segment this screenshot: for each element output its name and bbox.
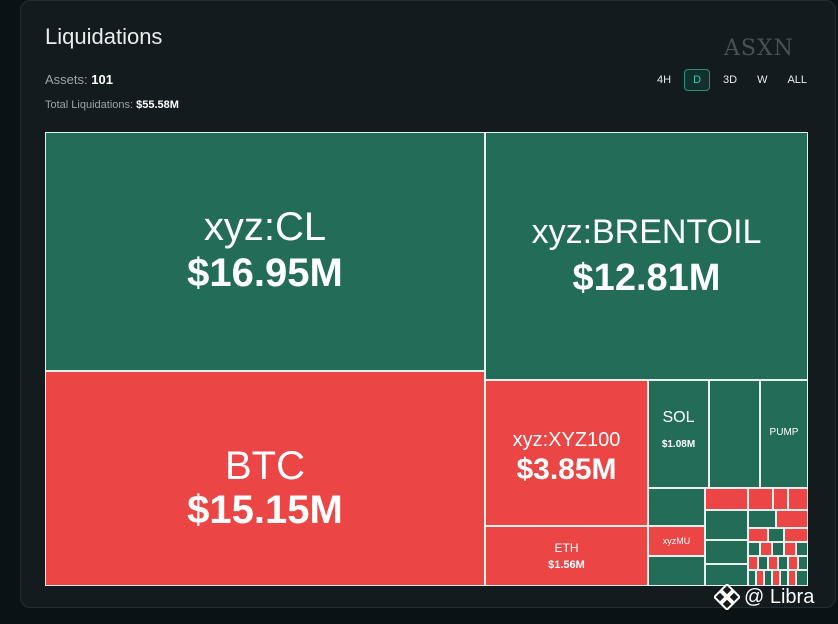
cell-asset-label: xyzMU (662, 536, 691, 546)
libra-brand: @ Libra (744, 585, 815, 608)
treemap-cell-small[interactable] (784, 542, 796, 556)
treemap-cell-small[interactable] (748, 488, 773, 510)
liquidations-treemap: xyz:CL $16.95M BTC $15.15M xyz:BRENTOIL $12.8… (45, 132, 808, 586)
asxn-watermark: ASXN (724, 36, 794, 61)
treemap-cell[interactable]: PUMP (760, 380, 808, 488)
cell-value-label: $1.56M (548, 559, 585, 571)
libra-watermark: @ Libra (714, 584, 814, 610)
total-value: $55.58M (136, 99, 179, 111)
treemap-cell-small[interactable] (748, 510, 776, 528)
treemap-cell-small[interactable] (648, 556, 705, 586)
treemap-cell-small[interactable] (776, 510, 808, 528)
treemap-cell-small[interactable] (778, 556, 788, 570)
cell-value-label: $16.95M (187, 251, 343, 295)
treemap-cell-small[interactable] (788, 556, 798, 570)
treemap-cell[interactable]: xyz:XYZ100 $3.85M (485, 380, 648, 526)
cell-asset-label: xyz:CL (203, 205, 327, 249)
cell-asset-label: BTC (225, 444, 305, 488)
tab-d[interactable]: D (684, 69, 711, 91)
treemap-cell[interactable]: xyz:CL $16.95M (45, 132, 485, 371)
treemap-cell-small[interactable] (796, 570, 808, 586)
treemap-cell-small[interactable] (705, 564, 748, 586)
timeframe-tabs: 4H D 3D W ALL (650, 69, 814, 91)
treemap-cell-small[interactable] (784, 528, 808, 542)
treemap-cell-small[interactable] (709, 380, 760, 488)
tab-4h[interactable]: 4H (657, 74, 672, 86)
treemap-cell-small[interactable] (748, 570, 756, 586)
assets-label: Assets: (45, 72, 88, 87)
treemap-cell-small[interactable] (705, 488, 748, 510)
treemap-cell-small[interactable] (748, 556, 758, 570)
total-liquidations: Total Liquidations: $55.58M (45, 99, 179, 111)
treemap-cell[interactable]: SOL $1.08M (648, 380, 709, 488)
treemap-cell-small[interactable] (780, 570, 788, 586)
treemap-cell-small[interactable] (705, 540, 748, 564)
treemap-cell-small[interactable] (756, 570, 764, 586)
treemap-cell[interactable]: xyzMU (648, 526, 705, 556)
treemap-cell[interactable]: xyz:BRENTOIL $12.81M (485, 132, 808, 380)
cell-asset-label: ETH (554, 541, 579, 555)
tab-all[interactable]: ALL (787, 74, 808, 86)
card-title: Liquidations (45, 24, 163, 49)
treemap-cell-small[interactable] (772, 570, 780, 586)
cell-asset-label: xyz:XYZ100 (512, 429, 621, 451)
treemap-cell[interactable]: ETH $1.56M (485, 526, 648, 586)
cell-asset-label: PUMP (769, 427, 799, 438)
assets-value: 101 (91, 72, 113, 87)
treemap-cell-small[interactable] (648, 488, 705, 526)
treemap-cell-small[interactable] (773, 488, 788, 510)
treemap-cell-small[interactable] (758, 556, 768, 570)
cell-asset-label: xyz:BRENTOIL (531, 213, 762, 251)
treemap-cell-small[interactable] (796, 542, 808, 556)
libra-logo-icon (714, 584, 740, 610)
treemap-cell-small[interactable] (768, 528, 784, 542)
assets-count: Assets: 101 (45, 72, 113, 87)
treemap-cell-small[interactable] (748, 528, 768, 542)
treemap-cell-small[interactable] (705, 510, 748, 540)
treemap-cell-small[interactable] (798, 556, 808, 570)
treemap-cell-small[interactable] (748, 542, 760, 556)
treemap-cell-small[interactable] (764, 570, 772, 586)
cell-asset-label: SOL (662, 409, 695, 426)
total-label: Total Liquidations: (45, 99, 134, 111)
cell-value-label: $15.15M (187, 488, 343, 532)
treemap-cell-small[interactable] (772, 542, 784, 556)
cell-value-label: $3.85M (516, 453, 617, 486)
treemap-cell[interactable]: BTC $15.15M (45, 371, 485, 586)
treemap-cell-small[interactable] (788, 488, 808, 510)
cell-value-label: $12.81M (572, 257, 721, 299)
tab-w[interactable]: W (757, 74, 768, 86)
treemap-cell-small[interactable] (760, 542, 772, 556)
treemap-cell-small[interactable] (788, 570, 796, 586)
treemap-cell-small[interactable] (768, 556, 778, 570)
tab-3d[interactable]: 3D (723, 74, 738, 86)
cell-value-label: $1.08M (661, 439, 696, 450)
